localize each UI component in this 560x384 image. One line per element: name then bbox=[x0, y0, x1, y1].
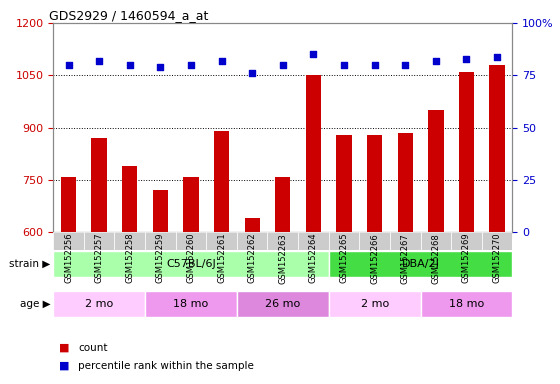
Bar bbox=[237, 232, 268, 250]
Text: GSM152260: GSM152260 bbox=[186, 233, 195, 283]
Bar bbox=[428, 110, 444, 232]
Text: ■: ■ bbox=[59, 343, 69, 353]
Bar bbox=[298, 232, 329, 250]
Bar bbox=[91, 138, 107, 232]
Bar bbox=[451, 232, 482, 250]
Bar bbox=[122, 166, 137, 232]
Bar bbox=[53, 232, 84, 250]
Text: strain ▶: strain ▶ bbox=[9, 259, 50, 269]
Text: 18 mo: 18 mo bbox=[449, 299, 484, 310]
Bar bbox=[329, 251, 512, 277]
Bar bbox=[390, 232, 421, 250]
Text: GSM152263: GSM152263 bbox=[278, 233, 287, 284]
Point bbox=[401, 62, 410, 68]
Text: GSM152257: GSM152257 bbox=[95, 233, 104, 283]
Point bbox=[95, 58, 104, 64]
Text: GDS2929 / 1460594_a_at: GDS2929 / 1460594_a_at bbox=[49, 9, 208, 22]
Point bbox=[186, 62, 195, 68]
Bar bbox=[337, 135, 352, 232]
Text: GSM152264: GSM152264 bbox=[309, 233, 318, 283]
Text: ■: ■ bbox=[59, 361, 69, 371]
Point bbox=[370, 62, 379, 68]
Text: GSM152262: GSM152262 bbox=[248, 233, 256, 283]
Bar bbox=[153, 190, 168, 232]
Text: age ▶: age ▶ bbox=[20, 299, 50, 310]
Text: GSM152265: GSM152265 bbox=[339, 233, 348, 283]
Bar bbox=[459, 72, 474, 232]
Point bbox=[493, 53, 502, 60]
Bar bbox=[329, 291, 421, 317]
Text: GSM152259: GSM152259 bbox=[156, 233, 165, 283]
Bar bbox=[329, 232, 360, 250]
Text: GSM152258: GSM152258 bbox=[125, 233, 134, 283]
Text: GSM152270: GSM152270 bbox=[493, 233, 502, 283]
Bar bbox=[114, 232, 145, 250]
Bar bbox=[53, 251, 329, 277]
Bar bbox=[275, 177, 291, 232]
Bar bbox=[421, 232, 451, 250]
Bar bbox=[53, 291, 145, 317]
Bar bbox=[214, 131, 229, 232]
Point bbox=[431, 58, 440, 64]
Bar bbox=[145, 291, 237, 317]
Bar bbox=[206, 232, 237, 250]
Text: GSM152266: GSM152266 bbox=[370, 233, 379, 284]
Bar bbox=[61, 177, 76, 232]
Bar bbox=[237, 291, 329, 317]
Bar bbox=[176, 232, 206, 250]
Bar bbox=[306, 75, 321, 232]
Point bbox=[125, 62, 134, 68]
Bar bbox=[84, 232, 114, 250]
Point bbox=[248, 70, 256, 76]
Bar bbox=[245, 218, 260, 232]
Bar bbox=[489, 65, 505, 232]
Text: GSM152269: GSM152269 bbox=[462, 233, 471, 283]
Text: GSM152267: GSM152267 bbox=[401, 233, 410, 284]
Bar bbox=[360, 232, 390, 250]
Text: GSM152261: GSM152261 bbox=[217, 233, 226, 283]
Text: GSM152256: GSM152256 bbox=[64, 233, 73, 283]
Text: GSM152268: GSM152268 bbox=[431, 233, 440, 284]
Text: C57BL/6J: C57BL/6J bbox=[166, 259, 216, 269]
Bar bbox=[145, 232, 176, 250]
Bar bbox=[367, 135, 382, 232]
Point bbox=[217, 58, 226, 64]
Point bbox=[64, 62, 73, 68]
Bar bbox=[268, 232, 298, 250]
Text: 18 mo: 18 mo bbox=[174, 299, 208, 310]
Text: DBA/2J: DBA/2J bbox=[402, 259, 440, 269]
Text: 2 mo: 2 mo bbox=[85, 299, 113, 310]
Text: percentile rank within the sample: percentile rank within the sample bbox=[78, 361, 254, 371]
Text: count: count bbox=[78, 343, 108, 353]
Point bbox=[339, 62, 348, 68]
Bar bbox=[183, 177, 199, 232]
Text: 2 mo: 2 mo bbox=[361, 299, 389, 310]
Bar bbox=[482, 232, 512, 250]
Point bbox=[156, 64, 165, 70]
Point bbox=[309, 51, 318, 58]
Bar bbox=[398, 133, 413, 232]
Text: 26 mo: 26 mo bbox=[265, 299, 300, 310]
Bar bbox=[421, 291, 512, 317]
Point bbox=[462, 56, 471, 62]
Point bbox=[278, 62, 287, 68]
